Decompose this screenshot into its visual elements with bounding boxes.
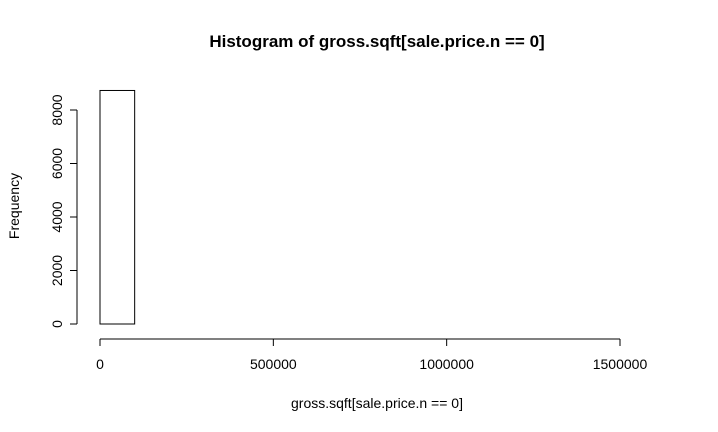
x-tick-label: 1500000 — [593, 356, 648, 372]
y-tick-label: 4000 — [49, 201, 65, 232]
y-tick-label: 2000 — [49, 255, 65, 286]
y-tick-label: 0 — [49, 320, 65, 328]
chart-title: Histogram of gross.sqft[sale.price.n == … — [209, 32, 544, 51]
x-tick-label: 0 — [96, 356, 104, 372]
y-axis-label: Frequency — [6, 173, 22, 239]
y-tick-label: 8000 — [49, 94, 65, 125]
histogram-bar — [99, 89, 136, 325]
x-axis-label: gross.sqft[sale.price.n == 0] — [291, 395, 463, 411]
histogram-bars — [99, 89, 136, 325]
y-axis: 0 2000 4000 6000 8000 — [49, 94, 78, 328]
x-tick-label: 1000000 — [419, 356, 474, 372]
y-tick-label: 6000 — [49, 148, 65, 179]
x-tick-label: 500000 — [250, 356, 297, 372]
x-axis: 0 500000 1000000 1500000 — [96, 338, 648, 372]
